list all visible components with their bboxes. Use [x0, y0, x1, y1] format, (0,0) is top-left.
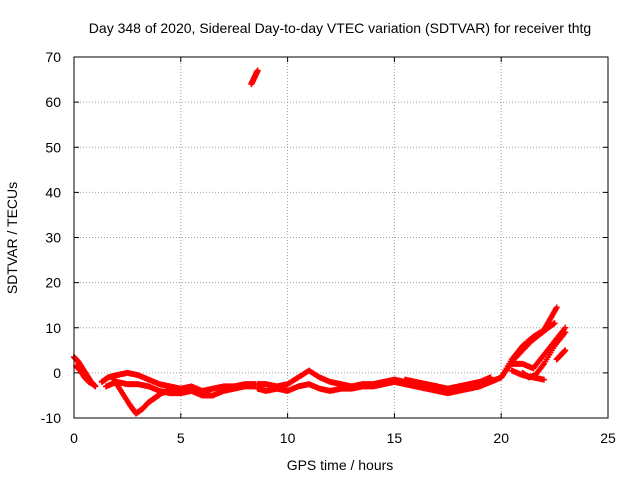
chart-title: Day 348 of 2020, Sidereal Day-to-day VTE… — [89, 20, 591, 36]
x-tick-label: 15 — [387, 430, 403, 446]
y-tick-label: 30 — [45, 230, 61, 246]
y-tick-label: 50 — [45, 139, 61, 155]
series-trace-late-flat — [402, 374, 494, 392]
x-tick-label: 20 — [493, 430, 509, 446]
x-tick-label: 5 — [177, 430, 185, 446]
y-tick-label: 20 — [45, 275, 61, 291]
series-trace-end — [553, 347, 569, 363]
data-point — [171, 385, 178, 392]
x-tick-label: 25 — [600, 430, 616, 446]
x-axis-label: GPS time / hours — [287, 457, 394, 473]
series-trace-tail — [508, 367, 547, 383]
data-layer — [71, 67, 569, 417]
y-tick-label: 0 — [53, 365, 61, 381]
data-point — [562, 329, 569, 336]
x-axis: 0 5 10 15 20 25 — [70, 57, 616, 446]
y-tick-label: -10 — [41, 410, 61, 426]
y-tick-label: 60 — [45, 94, 61, 110]
y-axis: -10 0 10 20 30 40 50 60 70 — [41, 49, 608, 426]
data-point — [90, 381, 97, 388]
x-tick-label: 10 — [280, 430, 296, 446]
data-point — [553, 304, 560, 311]
data-point — [551, 320, 558, 327]
series-trace-early-low — [73, 363, 97, 388]
data-point — [254, 67, 261, 74]
series-trace-rise-b — [498, 304, 560, 381]
series-trace-rise-c — [508, 324, 569, 372]
data-point — [562, 347, 569, 354]
y-tick-label: 40 — [45, 184, 61, 200]
y-tick-label: 70 — [45, 49, 61, 65]
x-tick-label: 0 — [70, 430, 78, 446]
y-tick-label: 10 — [45, 320, 61, 336]
series-trace-outlier — [248, 67, 261, 88]
y-axis-label: SDTVAR / TECUs — [4, 182, 20, 294]
series-trace-dip — [109, 374, 178, 417]
data-point — [540, 376, 547, 383]
